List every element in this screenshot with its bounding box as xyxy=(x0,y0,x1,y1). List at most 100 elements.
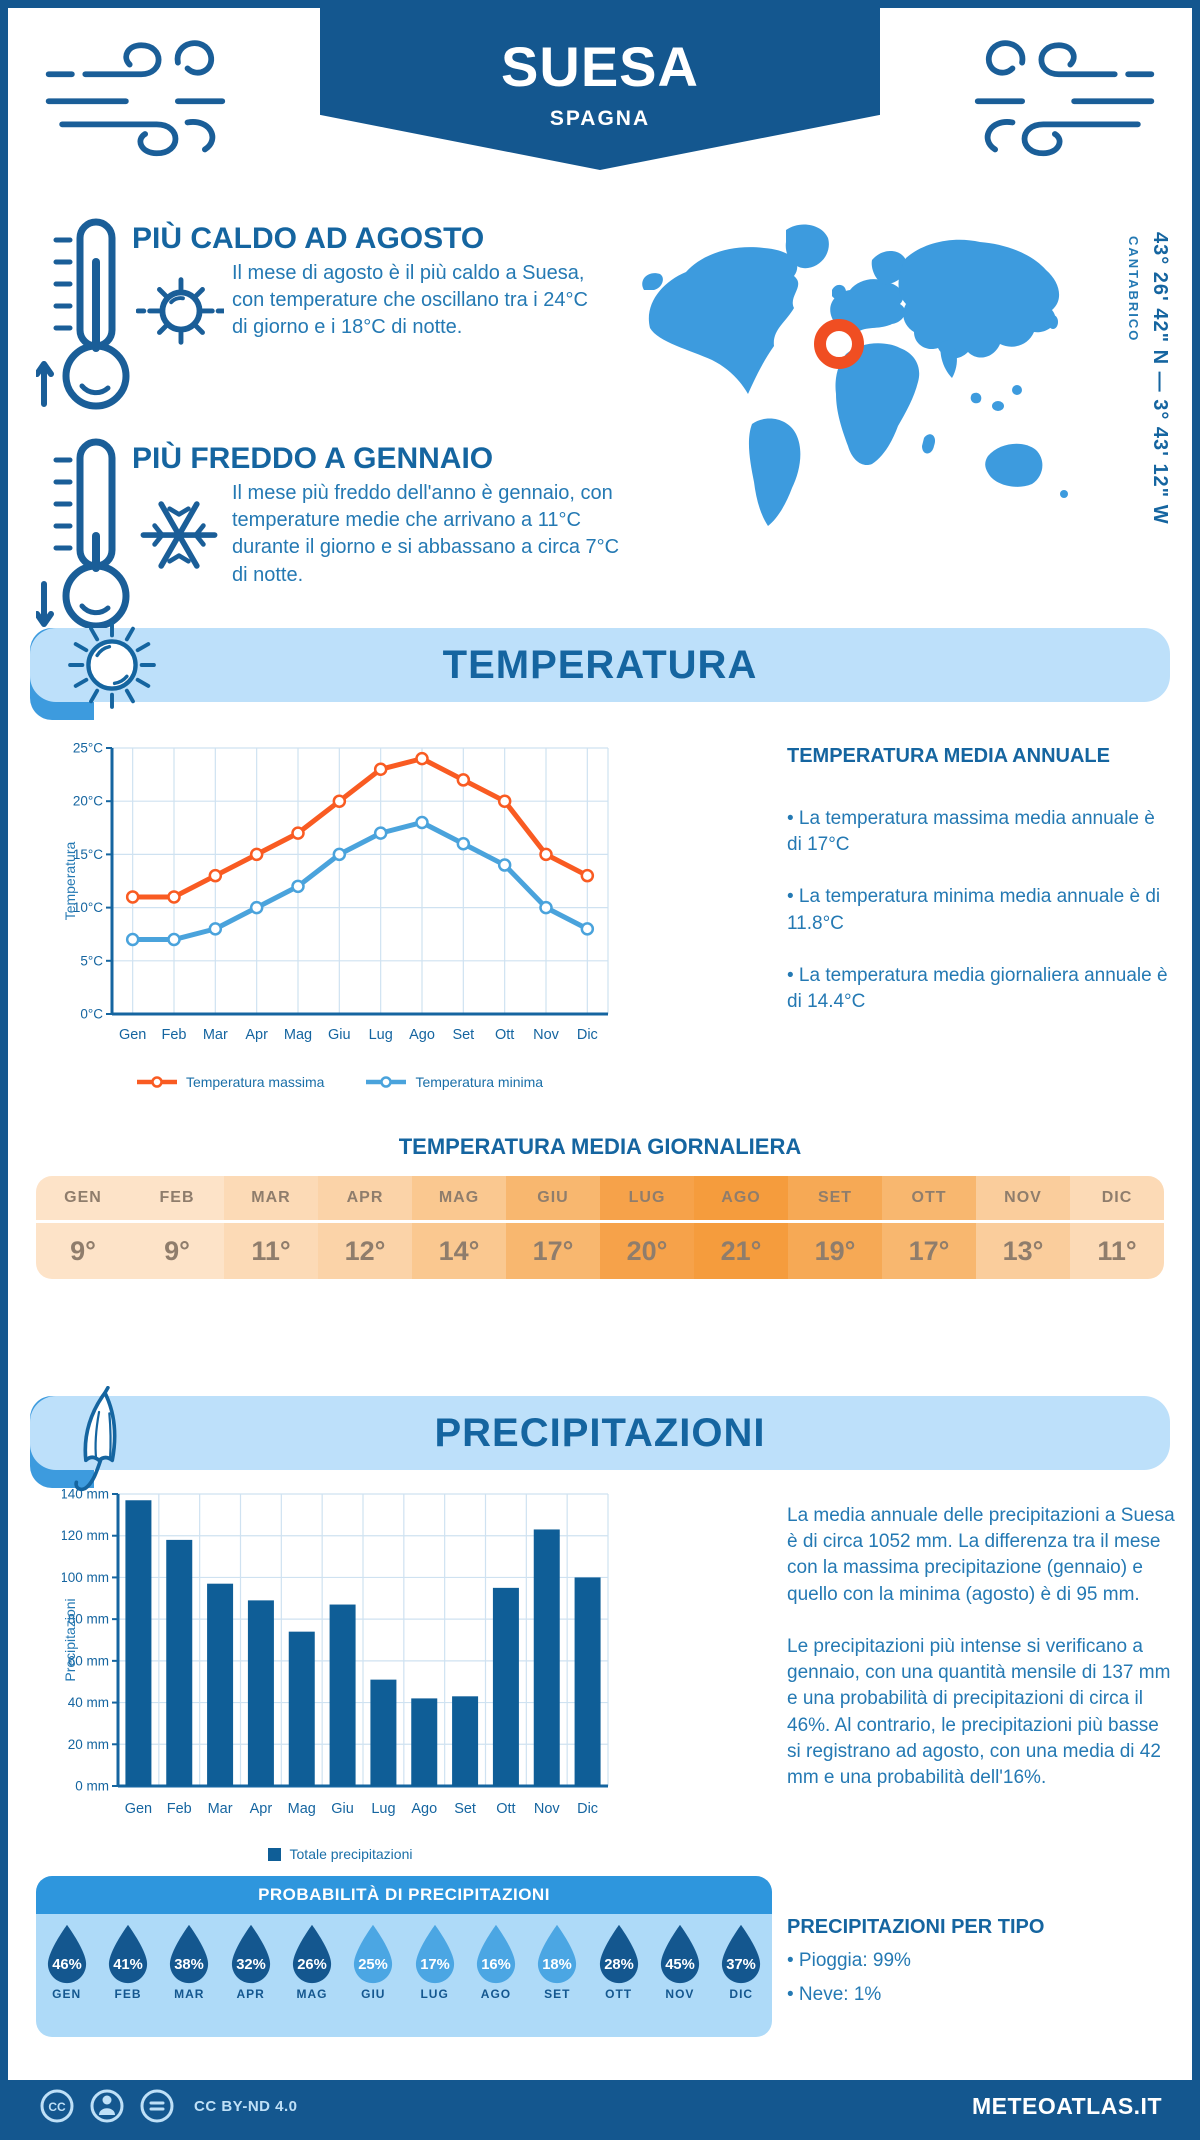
table-column: GIU 17° xyxy=(506,1176,600,1279)
svg-text:100 mm: 100 mm xyxy=(62,1570,109,1585)
table-column: LUG 20° xyxy=(600,1176,694,1279)
text-line: • La temperatura massima media annuale è… xyxy=(787,808,1155,856)
brand-label: METEOATLAS.IT xyxy=(971,2092,1162,2119)
svg-text:15°C: 15°C xyxy=(73,847,103,862)
legend-item: Temperatura massima xyxy=(136,1074,324,1090)
svg-text:0°C: 0°C xyxy=(80,1007,103,1022)
table-month-cell: SET xyxy=(788,1176,882,1220)
page-subtitle: SPAGNA xyxy=(549,107,651,130)
svg-text:10°C: 10°C xyxy=(73,900,103,915)
drop-month-label: GEN xyxy=(52,1987,82,2001)
table-column: OTT 17° xyxy=(882,1176,976,1279)
svg-text:CC: CC xyxy=(48,2100,66,2114)
svg-text:45%: 45% xyxy=(665,1957,695,1973)
svg-text:Set: Set xyxy=(452,1027,474,1043)
page-title: SUESA xyxy=(501,35,699,98)
probability-drop: 41% FEB xyxy=(99,1923,157,2001)
hot-title: PIÙ CALDO AD AGOSTO xyxy=(132,222,485,255)
svg-text:41%: 41% xyxy=(113,1957,143,1973)
precipitation-bar-chart: 0 mm 20 mm 40 mm 60 mm 80 mm 100 mm 120 mm 140 … xyxy=(62,1487,609,1817)
svg-text:140 mm: 140 mm xyxy=(62,1487,109,1502)
probability-drop: 32% APR xyxy=(222,1923,280,2001)
svg-text:17%: 17% xyxy=(420,1957,450,1973)
svg-text:Apr: Apr xyxy=(250,1801,273,1817)
table-value-cell: 14° xyxy=(412,1223,506,1279)
svg-text:32%: 32% xyxy=(236,1957,266,1973)
text-line: • La temperatura minima media annuale è … xyxy=(787,886,1161,934)
thermometer-up-icon xyxy=(36,218,130,410)
svg-text:0 mm: 0 mm xyxy=(75,1779,109,1794)
drop-icon: 25% xyxy=(354,1924,393,1984)
table-column: MAG 14° xyxy=(412,1176,506,1279)
probability-drop: 37% DIC xyxy=(712,1923,770,2001)
probability-drops: 46% GEN 41% FEB 38% MAR 32% APR 26% MAG 25% GIU 17% L… xyxy=(36,1914,772,2037)
svg-text:26%: 26% xyxy=(297,1957,327,1973)
precipitation-types-bullets: • Pioggia: 99% • Neve: 1% xyxy=(787,1948,1173,2016)
svg-text:38%: 38% xyxy=(175,1957,205,1973)
svg-text:Ago: Ago xyxy=(411,1801,437,1817)
legend-item: Totale precipitazioni xyxy=(267,1846,413,1862)
sun-banner-icon xyxy=(68,621,156,709)
temperature-line-chart: 0°C 5°C 10°C 15°C 20°C 25°C Gen Feb Mar Apr Mag Giu… xyxy=(62,741,609,1043)
snowflake-icon xyxy=(140,501,218,569)
daily-temperature-table: GEN 9° FEB 9° MAR 11° APR 12° MAG 14° GIU 17° LUG 20°… xyxy=(36,1176,1164,1279)
drop-icon: 28% xyxy=(599,1924,638,1984)
drop-icon: 26% xyxy=(292,1924,332,1984)
probability-drop: 28% OTT xyxy=(590,1923,648,2001)
hot-text: Il mese di agosto è il più caldo a Suesa… xyxy=(232,262,588,339)
drop-month-label: NOV xyxy=(665,1987,695,2001)
precipitation-legend: Totale precipitazioni xyxy=(62,1846,618,1862)
svg-text:Nov: Nov xyxy=(533,1027,560,1043)
table-month-cell: NOV xyxy=(976,1176,1070,1220)
legend-item: Temperatura minima xyxy=(366,1074,543,1090)
svg-text:16%: 16% xyxy=(481,1957,511,1973)
svg-text:Mar: Mar xyxy=(203,1027,228,1043)
text-line: • Neve: 1% xyxy=(787,1984,882,2006)
table-month-cell: GEN xyxy=(36,1176,130,1220)
table-column: AGO 21° xyxy=(694,1176,788,1279)
svg-text:5°C: 5°C xyxy=(80,953,103,968)
table-value-cell: 9° xyxy=(130,1223,224,1279)
header-banner: SUESA SPAGNA xyxy=(320,8,880,170)
drop-icon: 46% xyxy=(47,1924,86,1984)
svg-text:Nov: Nov xyxy=(534,1801,561,1817)
text-line: La media annuale delle precipitazioni a … xyxy=(787,1505,1175,1605)
table-month-cell: AGO xyxy=(694,1176,788,1220)
table-month-cell: APR xyxy=(318,1176,412,1220)
text-line: Le precipitazioni più intense si verific… xyxy=(787,1635,1171,1788)
svg-text:20°C: 20°C xyxy=(73,794,103,809)
drop-icon: 16% xyxy=(476,1924,516,1984)
table-month-cell: MAR xyxy=(224,1176,318,1220)
legend-label: Temperatura minima xyxy=(415,1074,544,1090)
drop-month-label: DIC xyxy=(729,1987,754,2001)
probability-block: PROBABILITÀ DI PRECIPITAZIONI 46% GEN 41% F… xyxy=(36,1876,772,2037)
temperature-legend: Temperatura massima Temperatura minima xyxy=(62,1074,618,1090)
drop-month-label: MAG xyxy=(296,1987,328,2001)
svg-text:Gen: Gen xyxy=(119,1027,146,1043)
svg-text:Ago: Ago xyxy=(409,1027,435,1043)
legend-label: Totale precipitazioni xyxy=(289,1846,413,1862)
drop-month-label: AGO xyxy=(480,1987,512,2001)
svg-text:Giu: Giu xyxy=(331,1801,354,1817)
svg-text:60 mm: 60 mm xyxy=(68,1653,109,1668)
precipitation-types-title: PRECIPITAZIONI PER TIPO xyxy=(787,1916,1045,1938)
svg-text:Ott: Ott xyxy=(496,1801,515,1817)
probability-drop: 45% NOV xyxy=(651,1923,709,2001)
table-value-cell: 20° xyxy=(600,1223,694,1279)
footer: CC CC BY-ND 4.0 METEOATLAS.IT xyxy=(8,2080,1192,2132)
table-month-cell: FEB xyxy=(130,1176,224,1220)
precipitation-text: La media annuale delle precipitazioni a … xyxy=(787,1503,1175,1817)
svg-text:Precipitazioni: Precipitazioni xyxy=(62,1598,78,1681)
drop-month-label: APR xyxy=(236,1987,265,2001)
table-month-cell: GIU xyxy=(506,1176,600,1220)
thermometer-down-icon xyxy=(36,438,130,630)
drop-icon: 38% xyxy=(170,1924,209,1984)
annual-title: TEMPERATURA MEDIA ANNUALE xyxy=(787,745,1110,767)
probability-title: PROBABILITÀ DI PRECIPITAZIONI xyxy=(36,1876,772,1914)
cc-by-icon xyxy=(90,2089,124,2123)
probability-drop: 18% SET xyxy=(528,1923,586,2001)
svg-text:37%: 37% xyxy=(726,1957,756,1973)
svg-text:Feb: Feb xyxy=(162,1027,187,1043)
cold-title: PIÙ FREDDO A GENNAIO xyxy=(132,442,494,475)
